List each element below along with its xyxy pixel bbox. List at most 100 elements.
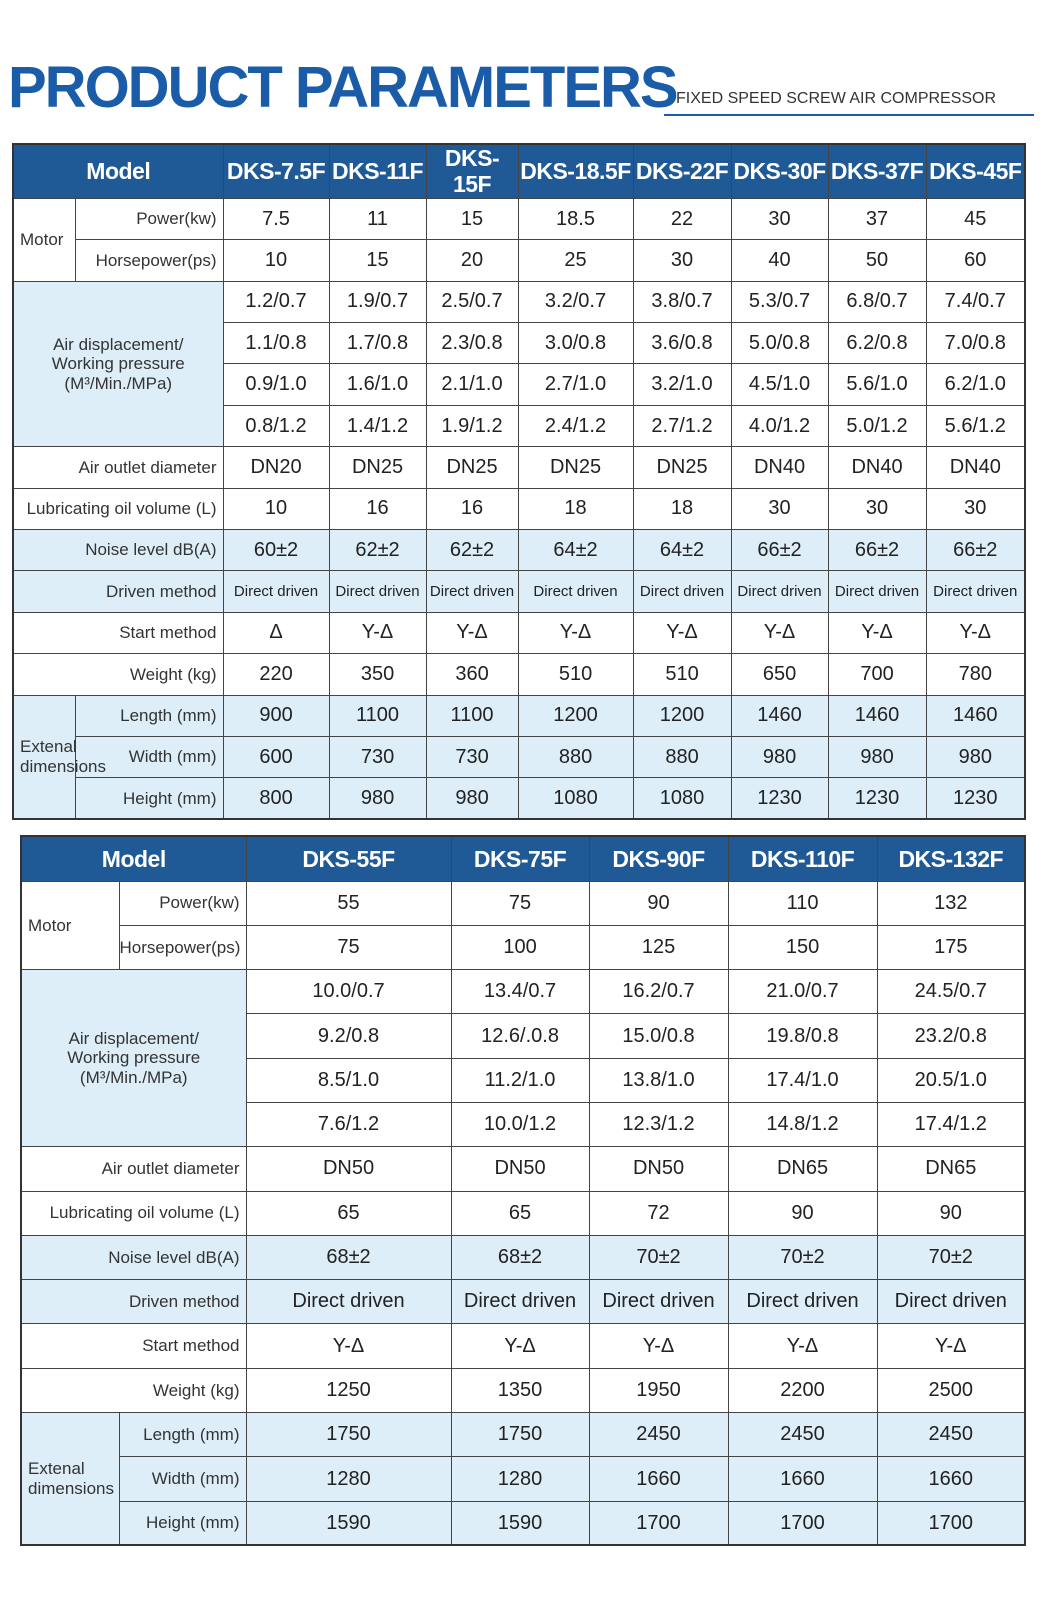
value-cell: 2.1/1.0: [425, 363, 519, 406]
value-cell: 880: [632, 735, 732, 779]
group-label: Noise level dB(A): [20, 1234, 247, 1281]
model-name: DKS-132F: [876, 835, 1026, 882]
value-cell: 50: [827, 239, 927, 282]
value-cell: 1080: [517, 777, 634, 820]
value-cell: 1280: [450, 1456, 590, 1502]
group-label: Weight (kg): [20, 1367, 247, 1414]
value-cell: 730: [328, 735, 427, 779]
value-cell: 1250: [245, 1367, 452, 1414]
value-cell: 2500: [876, 1367, 1026, 1414]
value-cell: 3.2/1.0: [632, 363, 732, 406]
value-cell: 1230: [827, 777, 927, 820]
value-cell: 75: [450, 880, 590, 926]
row-label: Length (mm): [118, 1412, 247, 1458]
group-label: Start method: [20, 1323, 247, 1369]
value-cell: 17.4/1.2: [876, 1101, 1026, 1148]
value-cell: 5.0/1.2: [827, 404, 927, 448]
value-cell: 350: [328, 653, 427, 696]
value-cell: Y-Δ: [245, 1323, 452, 1369]
group-label: Driven method: [20, 1279, 247, 1325]
group-label: Noise level dB(A): [12, 528, 224, 572]
value-cell: 25: [517, 239, 634, 282]
value-cell: Direct driven: [925, 570, 1026, 613]
value-cell: 1.6/1.0: [328, 363, 427, 406]
value-cell: 2450: [588, 1412, 729, 1458]
value-cell: 70±2: [727, 1234, 878, 1281]
spec-row: Motor Power(kw) 55 75 90 110 132: [20, 880, 1026, 971]
value-cell: 1700: [727, 1500, 878, 1546]
value-cell: 220: [222, 653, 330, 696]
value-cell: 150: [727, 924, 878, 971]
value-cell: DN65: [876, 1146, 1026, 1192]
spec-row: 0.8/1.2 1.4/1.2 1.9/1.2 2.4/1.2 2.7/1.2 4.0/1…: [13, 404, 1026, 448]
value-cell: DN50: [450, 1146, 590, 1192]
group-label: Air outlet diameter: [12, 446, 224, 489]
value-cell: DN65: [727, 1146, 878, 1192]
value-cell: Y-Δ: [517, 611, 634, 655]
row-label: Height (mm): [118, 1500, 247, 1546]
value-cell: 17.4/1.0: [727, 1057, 878, 1103]
value-cell: 0.8/1.2: [222, 404, 330, 448]
page-subtitle: FIXED SPEED SCREW AIR COMPRESSOR: [664, 88, 1034, 116]
value-cell: 40: [730, 239, 829, 282]
value-cell: 5.6/1.2: [925, 404, 1026, 448]
value-cell: 90: [588, 880, 729, 926]
value-cell: 64±2: [632, 528, 732, 572]
value-cell: 65: [245, 1190, 452, 1236]
value-cell: 64±2: [517, 528, 634, 572]
value-cell: 10.0/1.2: [450, 1101, 590, 1148]
value-cell: 62±2: [328, 528, 427, 572]
model-name: DKS-75F: [450, 835, 590, 882]
value-cell: 7.5: [222, 197, 330, 241]
value-cell: 880: [517, 735, 634, 779]
value-cell: 1.7/0.8: [328, 322, 427, 365]
value-cell: 1700: [588, 1500, 729, 1546]
spec-row: Start method Δ Y-Δ Y-Δ Y-Δ Y-Δ Y-Δ Y-Δ Y-Δ: [12, 611, 1026, 655]
value-cell: 2.7/1.2: [632, 404, 732, 448]
value-cell: 11.2/1.0: [450, 1057, 590, 1103]
spec-row: Motor Power(kw) 7.5 11 15 18.5 22 30 37 45: [12, 197, 1026, 282]
value-cell: 1.9/1.2: [425, 404, 519, 448]
spec-row: Width (mm) 600 730 730 880 880 980 980 980: [13, 735, 1026, 779]
spec-row: Extenal dimensions Length (mm) 1750 1750 245…: [20, 1412, 1026, 1546]
value-cell: 12.3/1.2: [588, 1101, 729, 1148]
row-label: Width (mm): [118, 1456, 247, 1502]
value-cell: 1700: [876, 1500, 1026, 1546]
value-cell: 5.3/0.7: [730, 280, 829, 324]
spec-row: Weight (kg) 1250 1350 1950 2200 2500: [20, 1367, 1026, 1414]
value-cell: 21.0/0.7: [727, 969, 878, 1015]
value-cell: DN25: [632, 446, 732, 489]
value-cell: 20.5/1.0: [876, 1057, 1026, 1103]
value-cell: Y-Δ: [876, 1323, 1026, 1369]
value-cell: 2.4/1.2: [517, 404, 634, 448]
value-cell: 1590: [245, 1500, 452, 1546]
value-cell: 1660: [876, 1456, 1026, 1502]
value-cell: 18: [517, 487, 634, 531]
value-cell: 3.0/0.8: [517, 322, 634, 365]
value-cell: 2.3/0.8: [425, 322, 519, 365]
value-cell: 90: [876, 1190, 1026, 1236]
spec-row: 1.1/0.8 1.7/0.8 2.3/0.8 3.0/0.8 3.6/0.8 5.0/0…: [13, 322, 1026, 365]
value-cell: Direct driven: [450, 1279, 590, 1325]
value-cell: Direct driven: [517, 570, 634, 613]
value-cell: 980: [925, 735, 1026, 779]
value-cell: 70±2: [876, 1234, 1026, 1281]
value-cell: 125: [588, 924, 729, 971]
value-cell: 60: [925, 239, 1026, 282]
spec-row: Horsepower(ps) 10 15 20 25 30 40 50 60: [13, 239, 1026, 282]
spec-row: Air displacement/ Working pressure (M³/M…: [12, 280, 1026, 448]
value-cell: Y-Δ: [730, 611, 829, 655]
row-label: Length (mm): [74, 694, 224, 737]
value-cell: 132: [876, 880, 1026, 926]
value-cell: 60±2: [222, 528, 330, 572]
spec-row: Driven method Direct driven Direct driven D…: [12, 570, 1026, 613]
spec-table: Model DKS-7.5F DKS-11F DKS-15F DKS-18.5F DKS-…: [12, 143, 1027, 821]
value-cell: Direct driven: [222, 570, 330, 613]
model-label: Model: [20, 835, 247, 882]
value-cell: 2450: [727, 1412, 878, 1458]
header-row: Model DKS-7.5F DKS-11F DKS-15F DKS-18.5F DKS-…: [12, 143, 1026, 199]
group-label: Driven method: [12, 570, 224, 613]
value-cell: 1230: [925, 777, 1026, 820]
value-cell: DN25: [328, 446, 427, 489]
value-cell: 1.9/0.7: [328, 280, 427, 324]
